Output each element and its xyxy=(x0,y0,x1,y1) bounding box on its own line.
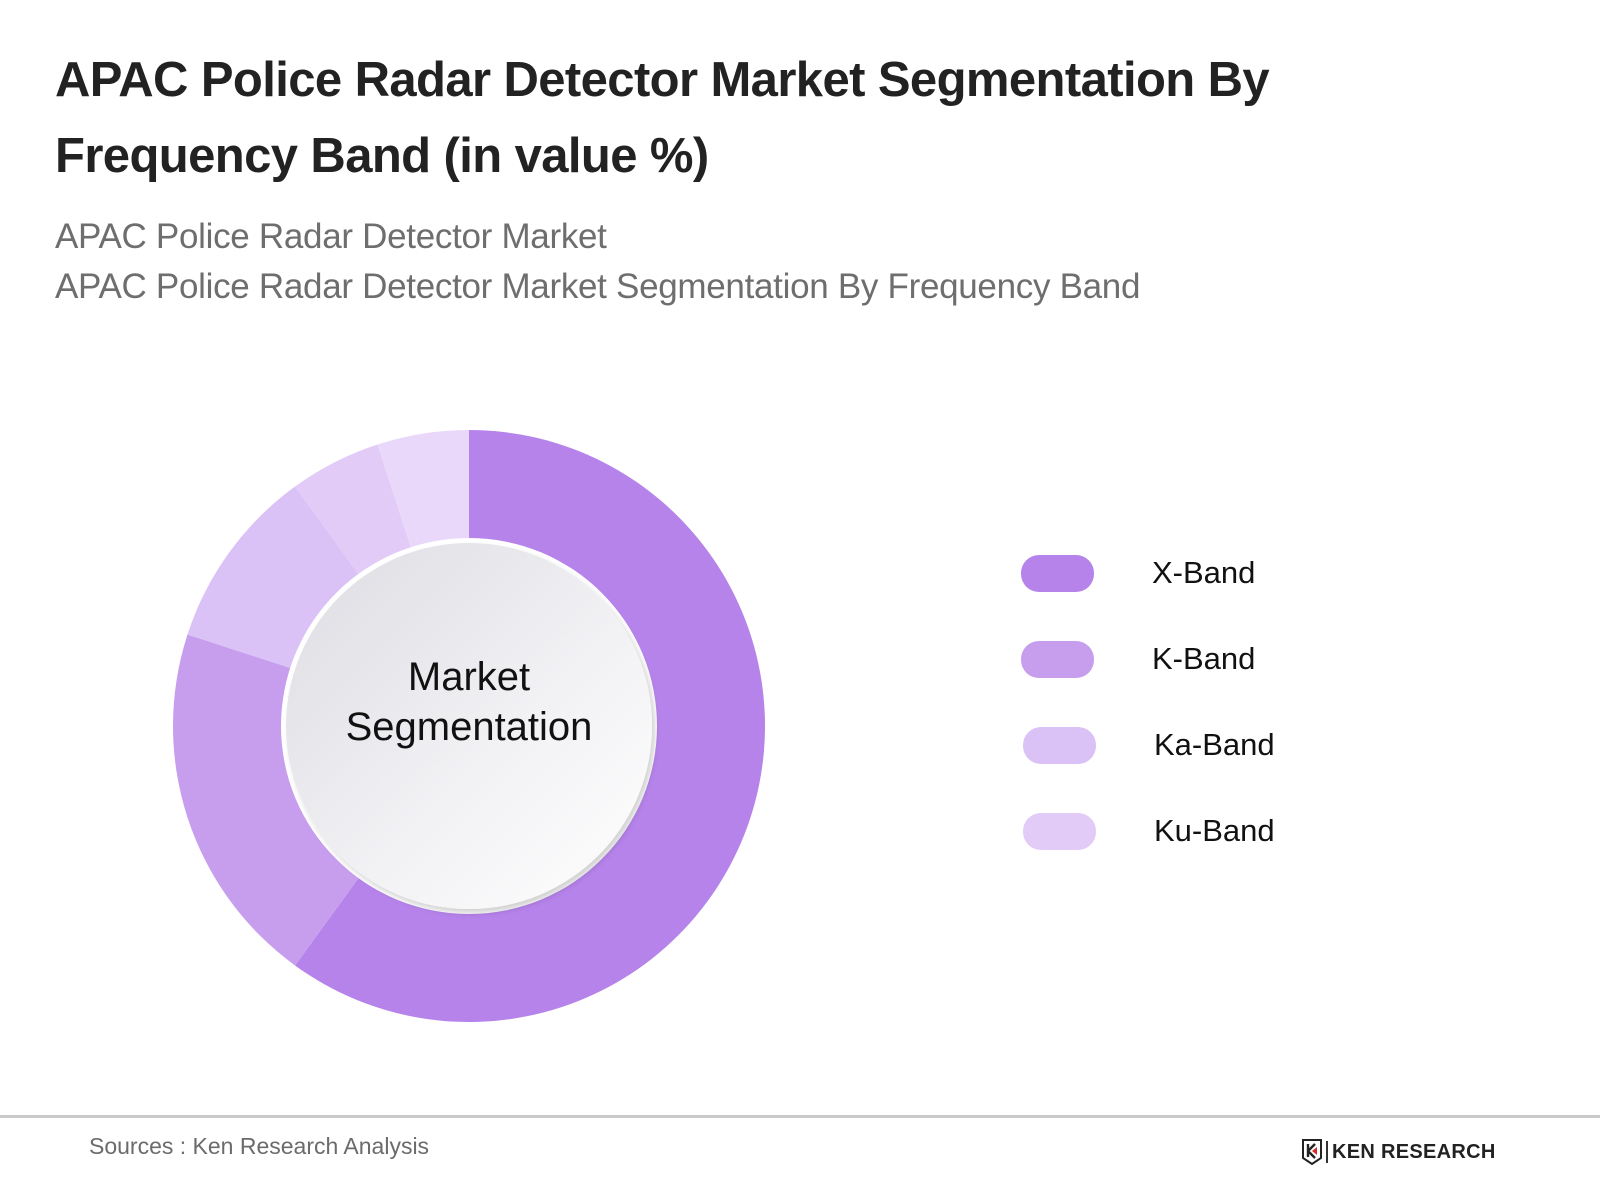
legend-item-k-band[interactable]: K-Band xyxy=(1021,641,1421,678)
legend-swatch-x-band xyxy=(1021,555,1094,592)
legend-label-ka-band: Ka-Band xyxy=(1154,727,1275,762)
center-label: Market Segmentation xyxy=(339,652,599,752)
legend-swatch-k-band xyxy=(1021,641,1094,678)
legend-swatch-ku-band xyxy=(1023,813,1096,850)
logo-text: KEN RESEARCH xyxy=(1332,1140,1496,1163)
logo-separator xyxy=(1326,1141,1328,1163)
chart-title: APAC Police Radar Detector Market Segmen… xyxy=(55,42,1505,194)
legend-label-ku-band: Ku-Band xyxy=(1154,813,1275,848)
ken-research-logo: KEN RESEARCH xyxy=(1302,1138,1496,1166)
legend-label-x-band: X-Band xyxy=(1152,555,1256,590)
center-disc xyxy=(286,543,652,909)
source-note: Sources : Ken Research Analysis xyxy=(89,1133,430,1159)
legend-item-x-band[interactable]: X-Band xyxy=(1021,555,1421,592)
legend-swatch-ka-band xyxy=(1023,727,1096,764)
legend-item-ka-band[interactable]: Ka-Band xyxy=(1023,727,1423,764)
subtitle-line-2: APAC Police Radar Detector Market Segmen… xyxy=(55,267,1141,306)
center-label-line-2: Segmentation xyxy=(345,705,593,749)
ken-research-shield-icon xyxy=(1302,1139,1322,1165)
legend-item-ku-band[interactable]: Ku-Band xyxy=(1023,813,1423,850)
chart-subtitle: APAC Police Radar Detector Market APAC P… xyxy=(55,212,1140,312)
center-label-line-1: Market xyxy=(407,655,531,699)
legend-label-k-band: K-Band xyxy=(1152,641,1256,676)
subtitle-line-1: APAC Police Radar Detector Market xyxy=(55,217,607,256)
legend: X-Band K-Band Ka-Band Ku-Band xyxy=(1021,555,1421,899)
chart-title-line-2: Frequency Band (in value %) xyxy=(55,129,709,183)
footer-divider xyxy=(0,1115,1600,1118)
chart-title-line-1: APAC Police Radar Detector Market Segmen… xyxy=(55,53,1270,107)
